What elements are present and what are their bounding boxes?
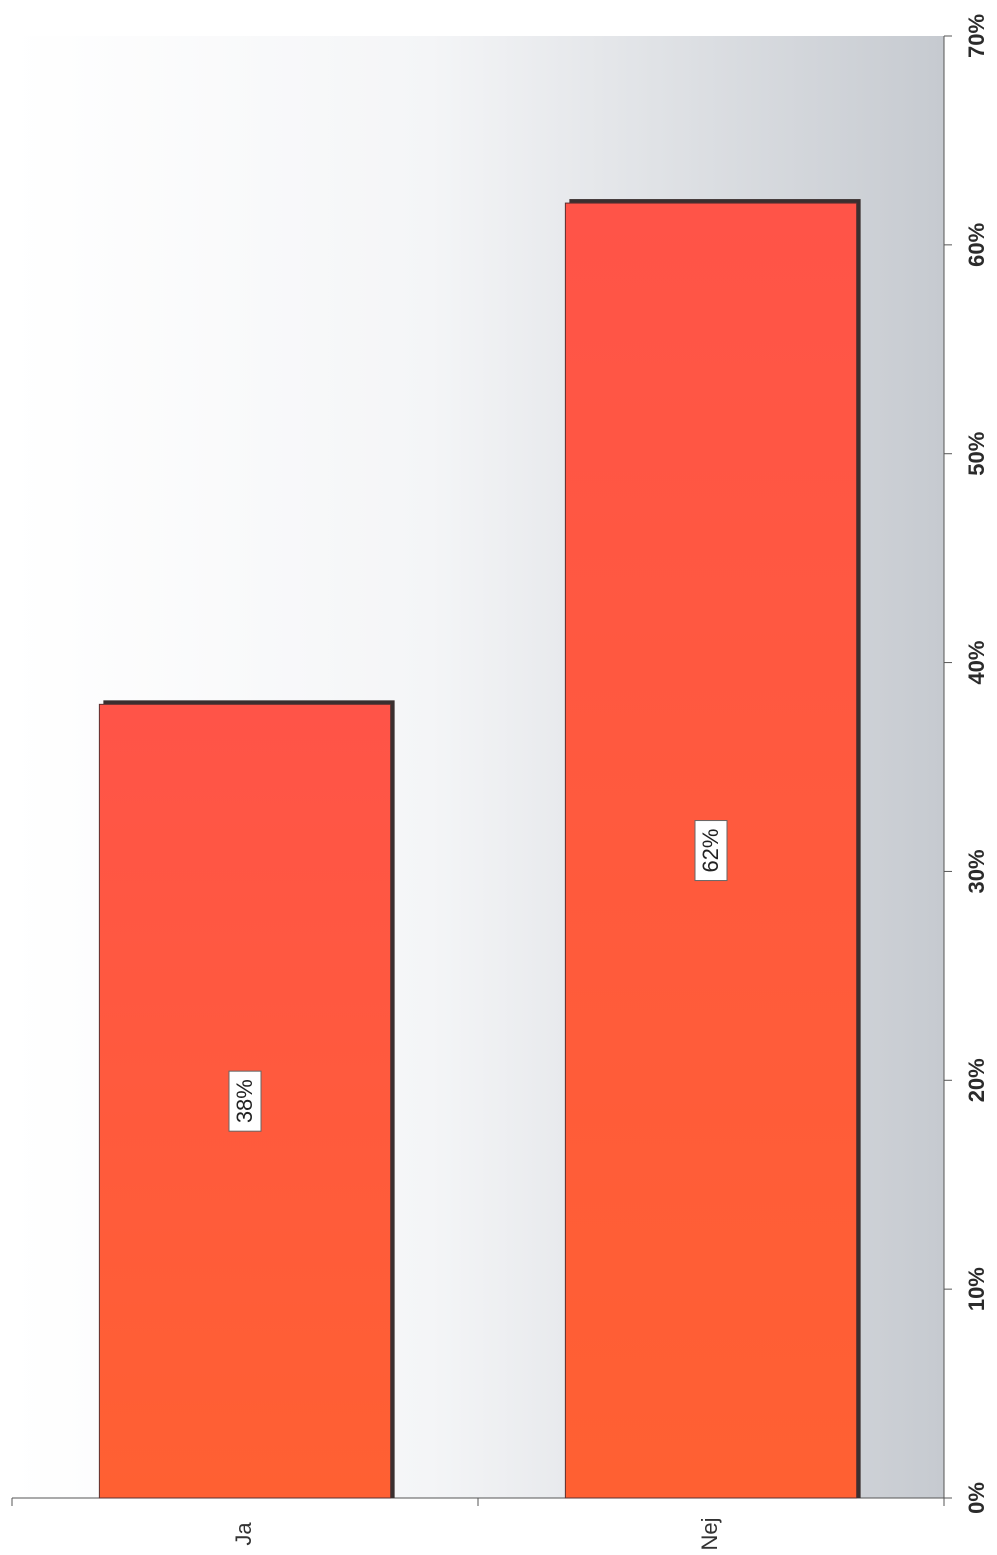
value-tick-label: 40% — [964, 641, 989, 685]
value-tick-label: 0% — [964, 1482, 989, 1514]
value-tick-label: 10% — [964, 1267, 989, 1311]
value-tick-label: 70% — [964, 14, 989, 58]
value-tick-label: 50% — [964, 432, 989, 476]
value-tick-label: 30% — [964, 849, 989, 893]
data-label-group: 38% — [228, 1070, 262, 1132]
axes: 0% 10% 20% 30% 40% 50% 60% 70% — [11, 14, 989, 1514]
data-label: 38% — [232, 1079, 257, 1123]
value-tick-label: 60% — [964, 223, 989, 267]
data-label: 62% — [698, 829, 723, 873]
data-label-box — [228, 1070, 262, 1132]
category-label-nej: Nej — [697, 1517, 722, 1550]
labels: 38% Ja 62% Nej — [228, 820, 728, 1551]
category-label-ja: Ja — [231, 1522, 256, 1546]
data-label-group: 62% — [694, 820, 728, 882]
value-tick-label: 20% — [964, 1058, 989, 1102]
bars — [98, 199, 861, 1499]
data-label-box — [694, 820, 728, 882]
